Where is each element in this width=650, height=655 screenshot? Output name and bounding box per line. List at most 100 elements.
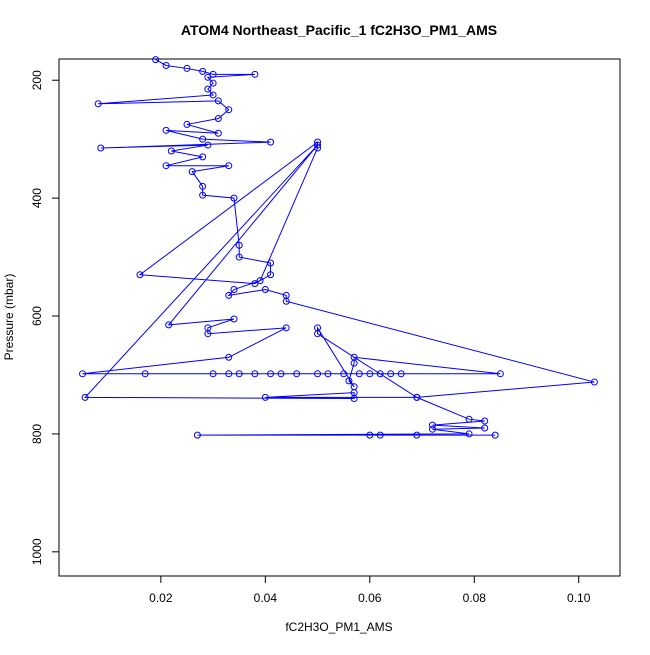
data-point (79, 370, 87, 378)
data-point (235, 241, 243, 249)
data-point (209, 91, 217, 99)
data-point (387, 370, 395, 378)
data-point (162, 162, 170, 170)
data-point (413, 393, 421, 401)
data-point (481, 417, 489, 425)
y-tick-label: 600 (30, 306, 44, 326)
data-point (251, 70, 259, 78)
data-point (261, 393, 269, 401)
data-point (428, 425, 436, 433)
data-point (188, 168, 196, 176)
data-point (397, 370, 405, 378)
plot-frame (58, 58, 621, 577)
data-point (162, 126, 170, 134)
data-point (165, 321, 173, 329)
data-point (97, 144, 105, 152)
x-tick-label: 0.02 (149, 591, 173, 605)
x-tick-label: 0.06 (358, 591, 382, 605)
data-point (465, 415, 473, 423)
data-point (162, 61, 170, 69)
data-point (81, 393, 89, 401)
data-point (251, 280, 259, 288)
data-point (267, 259, 275, 267)
data-point (141, 370, 149, 378)
y-axis-label: Pressure (mbar) (2, 274, 16, 361)
data-point (209, 70, 217, 78)
data-point (183, 64, 191, 72)
data-point (204, 73, 212, 81)
data-point (230, 285, 238, 293)
data-point (199, 182, 207, 190)
data-point (590, 378, 598, 386)
data-point (199, 135, 207, 143)
data-point (340, 370, 348, 378)
data-point (204, 330, 212, 338)
data-point (366, 370, 374, 378)
data-point (314, 330, 322, 338)
data-point (94, 100, 102, 108)
data-point (282, 297, 290, 305)
data-point (167, 147, 175, 155)
chart-title: ATOM4 Northeast_Pacific_1 fC2H3O_PM1_AMS (181, 22, 497, 38)
data-point (183, 120, 191, 128)
data-point (261, 285, 269, 293)
data-point (267, 138, 275, 146)
data-point (214, 97, 222, 105)
data-point (376, 431, 384, 439)
x-tick-label: 0.04 (254, 591, 278, 605)
data-point (199, 67, 207, 75)
data-point (193, 431, 201, 439)
data-point (324, 370, 332, 378)
data-point (465, 430, 473, 438)
data-point (282, 324, 290, 332)
data-point (204, 141, 212, 149)
data-point (230, 194, 238, 202)
data-point (350, 395, 358, 403)
data-point (209, 79, 217, 87)
data-point (350, 359, 358, 367)
data-point (413, 431, 421, 439)
data-point (199, 153, 207, 161)
data-point (136, 271, 144, 279)
data-point (314, 141, 322, 149)
data-point (225, 291, 233, 299)
data-point (256, 277, 264, 285)
data-point (345, 377, 353, 385)
data-point (355, 370, 363, 378)
data-point (481, 424, 489, 432)
data-point (277, 370, 285, 378)
x-tick-label: 0.08 (463, 591, 487, 605)
data-point (214, 115, 222, 123)
data-point (314, 144, 322, 152)
data-point (251, 370, 259, 378)
data-point (230, 315, 238, 323)
data-point (267, 271, 275, 279)
data-point (199, 191, 207, 199)
data-point (314, 370, 322, 378)
data-point (350, 383, 358, 391)
data-point (214, 129, 222, 137)
data-point (209, 370, 217, 378)
x-axis-label: fC2H3O_PM1_AMS (285, 620, 392, 634)
data-point (152, 56, 160, 64)
data-point (293, 370, 301, 378)
data-point (235, 370, 243, 378)
data-point (225, 106, 233, 114)
data-point (496, 370, 504, 378)
data-point (225, 353, 233, 361)
data-point (428, 421, 436, 429)
data-point (491, 431, 499, 439)
data-point (267, 370, 275, 378)
data-point (235, 253, 243, 261)
y-tick-label: 200 (30, 70, 44, 90)
data-point (366, 431, 374, 439)
data-point (225, 162, 233, 170)
y-tick-label: 400 (30, 188, 44, 208)
y-tick-label: 800 (30, 424, 44, 444)
data-point (225, 370, 233, 378)
data-point (204, 85, 212, 93)
x-tick-label: 0.10 (567, 591, 591, 605)
y-tick-label: 1000 (30, 538, 44, 565)
